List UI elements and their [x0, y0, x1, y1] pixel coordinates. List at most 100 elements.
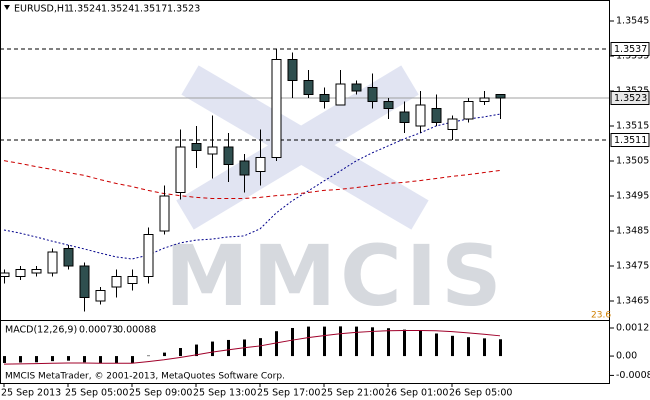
candle-body	[447, 118, 458, 130]
candle-body	[143, 234, 154, 277]
macd-bar	[275, 331, 278, 357]
macd-bar	[259, 338, 262, 357]
macd-bar	[499, 339, 502, 357]
macd-bar	[35, 356, 38, 363]
frame	[0, 0, 610, 384]
candle-body	[63, 248, 74, 267]
candle-body	[495, 94, 506, 99]
macd-bar	[435, 333, 438, 357]
x-tick-label: 25 Sep 21:00	[321, 388, 384, 399]
price-label-box	[610, 91, 650, 105]
macd-signal-line	[3, 330, 501, 365]
candle-body	[383, 101, 394, 109]
candle-body	[367, 87, 378, 102]
price-pane	[0, 48, 610, 312]
candle-body	[303, 80, 314, 95]
macd-main: 0.00073	[79, 325, 118, 336]
macd-bar	[51, 356, 54, 362]
y-tick-label: 1.3515	[616, 121, 649, 132]
macd-bar	[483, 338, 486, 357]
candle-body	[0, 272, 10, 277]
fibo-label: 23.6	[591, 311, 611, 321]
y-tick-label: 1.3495	[616, 191, 649, 202]
x-tick-label: 25 Sep 13:00	[193, 388, 256, 399]
macd-bar	[83, 356, 86, 363]
price-label: 1.3511	[614, 135, 647, 146]
macd-bar	[163, 352, 166, 357]
macd-bar	[339, 326, 342, 357]
candle-body	[95, 290, 106, 302]
candle-body	[207, 146, 218, 155]
macd-bar	[451, 335, 454, 357]
candle-body	[287, 59, 298, 81]
candle-body	[463, 101, 474, 120]
candle-body	[399, 111, 410, 123]
macd-bar	[227, 339, 230, 357]
header-low: 1.3517	[134, 4, 167, 15]
candle-body	[223, 146, 234, 165]
candle-body	[159, 195, 170, 232]
header-open: 1.3524	[68, 4, 101, 15]
macd-bar	[419, 330, 422, 357]
candle-body	[255, 157, 266, 172]
y-tick-label: 1.3505	[616, 156, 649, 167]
macd-bar	[67, 356, 70, 361]
candle-body	[191, 143, 202, 151]
y-tick-label: -0.00084	[616, 370, 650, 381]
moving-average	[3, 113, 501, 260]
candle-body	[175, 146, 186, 193]
macd-bar	[195, 344, 198, 357]
macd-bar	[307, 326, 310, 357]
x-tick-label: 26 Sep 01:00	[385, 388, 448, 399]
candle-body	[47, 251, 58, 274]
x-tick-label: 25 Sep 05:00	[65, 388, 128, 399]
macd-bar	[211, 341, 214, 357]
candle-body	[479, 97, 490, 102]
price-label-box	[610, 133, 650, 147]
macd-bar	[403, 329, 406, 357]
x-tick-label: 25 Sep 09:00	[129, 388, 192, 399]
candle-body	[271, 59, 282, 158]
header-high: 1.3524	[101, 4, 134, 15]
copyright: MMCIS MetaTrader, © 2001-2013, MetaQuote…	[5, 372, 285, 382]
header-close: 1.3523	[167, 4, 200, 15]
macd-bar	[291, 327, 294, 357]
y-tick-label: 0.00	[616, 351, 637, 362]
macd-bar	[467, 337, 470, 357]
candle-body	[79, 265, 90, 298]
chart-title: EURUSD,H1	[14, 4, 70, 15]
macd-bar	[3, 356, 6, 363]
moving-average	[3, 160, 501, 199]
price-label: 1.3523	[614, 93, 647, 104]
candle-body	[15, 269, 26, 277]
menu-arrow[interactable]	[4, 5, 10, 10]
y-tick-label: 1.3545	[616, 16, 649, 27]
macd-bar	[387, 328, 390, 357]
macd-bar	[147, 355, 150, 357]
candle-body	[351, 83, 362, 92]
y-tick-label: 1.3485	[616, 226, 649, 237]
candle-body	[319, 94, 330, 102]
candle-body	[127, 276, 138, 284]
price-label-box	[610, 42, 650, 56]
x-tick-label: 25 Sep 2013	[1, 388, 61, 399]
y-tick-label: 1.3465	[616, 296, 649, 307]
macd-bar	[115, 356, 118, 364]
macd-title: MACD(12,26,9)	[5, 325, 77, 336]
overlay: 1.35451.35351.35251.35151.35051.34951.34…	[1, 16, 650, 399]
x-tick-label: 25 Sep 17:00	[257, 388, 320, 399]
price-label: 1.3537	[614, 44, 647, 55]
y-tick-label: 1.3475	[616, 261, 649, 272]
macd-bar	[371, 327, 374, 357]
macd-bar	[99, 356, 102, 364]
y-tick-label: 0.00122	[616, 322, 650, 333]
watermark: MMCIS	[165, 227, 506, 325]
candle-body	[111, 276, 122, 288]
macd-bar	[131, 356, 134, 363]
macd-pane	[3, 326, 502, 365]
macd-signal: 0.00088	[117, 325, 156, 336]
macd-bar	[179, 348, 182, 357]
candle-body	[335, 83, 346, 106]
macd-bar	[323, 326, 326, 357]
